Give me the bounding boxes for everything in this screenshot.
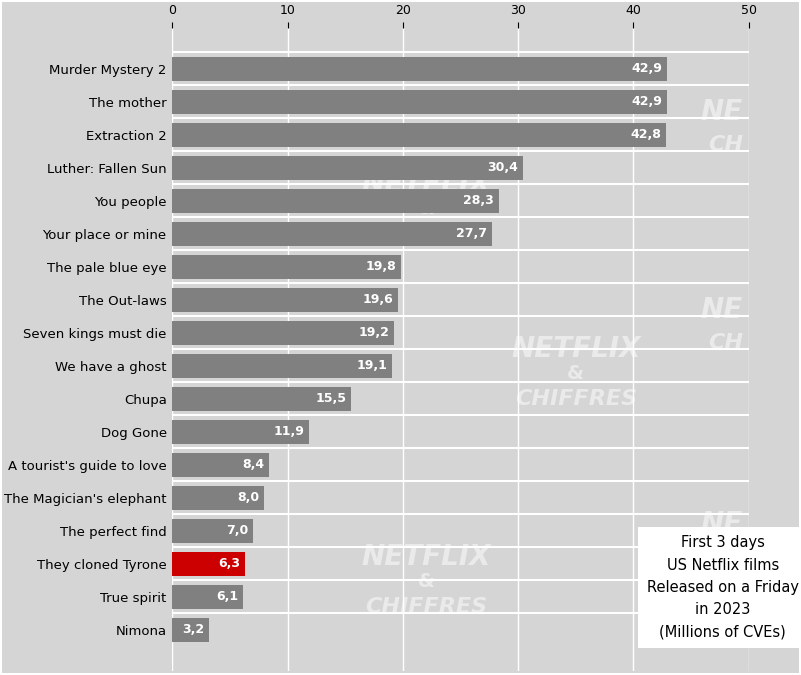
Text: CHIFFRES: CHIFFRES	[364, 597, 487, 617]
Bar	[172, 90, 667, 113]
Text: NETFLIX: NETFLIX	[361, 170, 491, 198]
Text: &: &	[417, 199, 434, 219]
Bar	[172, 57, 667, 80]
Text: CH: CH	[708, 547, 743, 567]
Bar	[172, 354, 392, 377]
Text: 42,8: 42,8	[630, 128, 661, 141]
Bar	[172, 288, 398, 312]
Bar	[172, 156, 523, 180]
Bar	[172, 321, 393, 345]
Text: 15,5: 15,5	[316, 392, 346, 405]
Text: CH: CH	[708, 333, 743, 352]
Text: 19,1: 19,1	[357, 359, 388, 372]
Text: NE: NE	[701, 98, 743, 126]
Text: 8,0: 8,0	[238, 491, 260, 504]
Text: NETFLIX: NETFLIX	[361, 543, 491, 571]
Text: NE: NE	[701, 510, 743, 538]
Bar	[172, 123, 666, 146]
Text: 28,3: 28,3	[463, 194, 494, 207]
Bar	[172, 255, 400, 279]
Bar	[172, 618, 209, 642]
Bar	[172, 222, 492, 246]
Text: 19,2: 19,2	[358, 326, 389, 340]
Text: NE: NE	[701, 296, 743, 323]
Text: 8,4: 8,4	[243, 458, 264, 471]
Text: 3,2: 3,2	[183, 623, 204, 637]
Text: 19,6: 19,6	[363, 293, 393, 306]
Bar	[172, 519, 253, 543]
Bar	[172, 387, 351, 410]
Text: &: &	[567, 364, 584, 383]
Text: NETFLIX: NETFLIX	[511, 335, 641, 363]
Text: First 3 days
US Netflix films
Released on a Friday
in 2023
(Millions of CVEs): First 3 days US Netflix films Released o…	[647, 535, 799, 639]
Text: 42,9: 42,9	[631, 95, 662, 108]
Text: 6,1: 6,1	[215, 590, 238, 603]
Bar	[172, 420, 309, 443]
Text: 6,3: 6,3	[218, 558, 240, 570]
Bar	[172, 486, 264, 510]
Text: CHIFFRES: CHIFFRES	[515, 389, 637, 408]
Text: 7,0: 7,0	[226, 524, 248, 537]
Text: CH: CH	[708, 134, 743, 155]
Text: 11,9: 11,9	[274, 425, 305, 438]
Text: 30,4: 30,4	[487, 161, 518, 174]
Text: 42,9: 42,9	[631, 62, 662, 75]
Text: 19,8: 19,8	[365, 260, 396, 273]
Bar	[172, 552, 245, 576]
Bar	[172, 585, 243, 609]
Bar	[172, 453, 269, 477]
Text: 27,7: 27,7	[456, 227, 487, 240]
Text: &: &	[417, 572, 434, 591]
Bar	[172, 189, 498, 213]
Text: CHIFFRES: CHIFFRES	[364, 223, 487, 244]
